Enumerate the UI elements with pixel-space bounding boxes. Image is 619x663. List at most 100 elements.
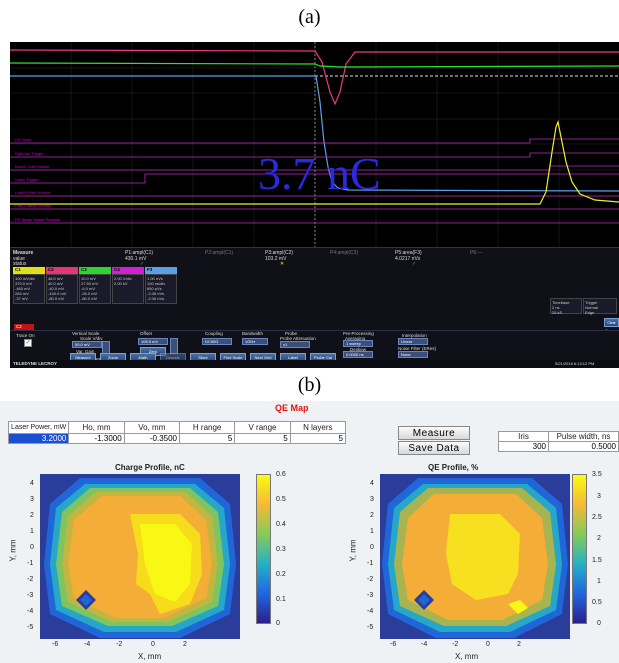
y-tick: 1 [370, 528, 374, 535]
y-tick: -5 [367, 624, 374, 631]
y-tick: -5 [27, 624, 34, 631]
charge-colorbar [256, 474, 271, 624]
y-tick: -1 [27, 560, 34, 567]
colorbar-tick: 0.4 [276, 521, 286, 528]
measure-row-label: value [13, 256, 25, 262]
y-tick: 0 [370, 544, 374, 551]
trace-label: Fast Charge Monitor [15, 203, 52, 208]
h-range-cell[interactable]: 5 [178, 433, 236, 444]
colorbar-tick: 0.2 [276, 571, 286, 578]
trace-on-label: Trace On [16, 333, 35, 338]
pulse-width-cell[interactable]: 0.5000 [548, 441, 619, 452]
param-header: Vo, mm [123, 421, 181, 434]
colorbar-tick: 2 [597, 535, 601, 542]
interpolation-label: Interpolation [402, 333, 427, 338]
x-tick: 0 [486, 641, 490, 648]
averaging-select[interactable]: 1 sweep [343, 340, 373, 347]
noise-filter-label: Noise Filter (ERes) [398, 346, 437, 351]
x-tick: -6 [52, 641, 59, 648]
trace-c3 [10, 62, 619, 68]
clear-sweeps-button[interactable]: Clear Sweeps [604, 318, 619, 333]
y-tick: -1 [367, 560, 374, 567]
scale-input[interactable]: 50.0 mV [72, 341, 102, 348]
measure-param-value: 103.2 mV [265, 256, 287, 262]
colorbar-tick: 0.5 [276, 496, 286, 503]
trigger-readout[interactable]: Trigger Normal Edge [583, 298, 617, 315]
measure-param-label[interactable]: P2:ampl(C1) [205, 250, 234, 256]
tab-c2[interactable]: C2 [14, 324, 34, 331]
colorbar-tick: 0.5 [592, 599, 602, 606]
iris-header: Iris [498, 431, 549, 442]
v-range-cell[interactable]: 5 [234, 433, 291, 444]
colorbar-tick: 1.5 [592, 557, 602, 564]
pulse-width-header: Pulse width, ns [548, 431, 619, 442]
trace-label: Laser Pulse Monitor [15, 190, 51, 195]
colorbar-tick: 0.1 [276, 596, 286, 603]
scale-vdiv-label: Scale V/div [80, 336, 103, 341]
measure-param-label[interactable]: P1:ampl(C1) [125, 250, 154, 256]
param-header: Ho, mm [68, 421, 125, 434]
bandwidth-select[interactable]: 1GHz [242, 338, 268, 345]
probe-atten-select[interactable]: x1 [280, 341, 310, 348]
x-tick: -4 [421, 641, 428, 648]
channel-readout-c2: 48.0 mV 40.0 mV -40.0 mV -140.0 mV -80.0 mV [46, 274, 78, 304]
trace-label: Cathode Trigger [15, 151, 44, 156]
trace-on-checkbox[interactable]: ✓ [24, 339, 32, 347]
param-header: V range [234, 421, 291, 434]
measure-button[interactable]: Measure [398, 426, 470, 440]
trace-label: Bunch Gate Marker [15, 164, 50, 169]
qe-map-window: QE Map Laser Power, mW Ho, mm Vo, mm H r… [0, 401, 619, 663]
channel-chip-c4[interactable]: C4 [112, 267, 144, 274]
interpolation-select[interactable]: Linear [398, 338, 428, 345]
figure-label-a: (a) [298, 6, 321, 28]
channel-chip-c1[interactable]: C1 [13, 267, 45, 274]
measure-param-label[interactable]: P6:--- [470, 250, 483, 256]
measure-param-label[interactable]: P5:area(F3) [395, 250, 422, 256]
brand-logo: TELEDYNE LECROY [13, 361, 58, 366]
timebase-readout[interactable]: Timebase 2 ns 25 kS [550, 298, 582, 315]
iris-cell[interactable]: 300 [498, 441, 549, 452]
offset-input[interactable]: 108.5 mV [138, 338, 168, 345]
charge-profile-plot [40, 474, 240, 639]
coupling-select[interactable]: DC50Ω [202, 338, 232, 345]
measure-param-label[interactable]: P3:ampl(C2) [265, 250, 294, 256]
channel-chip-c3[interactable]: C3 [79, 267, 111, 274]
charge-annotation: 3.7 nC [258, 148, 381, 199]
y-tick: 4 [30, 480, 34, 487]
deskew-label: Deskew [350, 347, 367, 352]
action-buttons-row: Measure Zoom Math Decode Store Find Scal… [70, 353, 350, 362]
param-header: H range [178, 421, 236, 434]
y-tick: 3 [370, 496, 374, 503]
n-layers-cell[interactable]: 5 [289, 433, 347, 444]
bandwidth-label: Bandwidth [242, 331, 264, 336]
colorbar-tick: 2.5 [592, 514, 602, 521]
ho-cell[interactable]: -1.3000 [68, 433, 125, 444]
y-tick: -2 [367, 576, 374, 583]
save-data-button[interactable]: Save Data [398, 441, 470, 455]
colorbar-tick: 0.6 [276, 471, 286, 478]
channel-chip-f3[interactable]: F3 [145, 267, 177, 274]
colorbar-tick: 0 [597, 620, 601, 627]
trace-label: FC Beam Signal Readout [15, 217, 61, 222]
x-tick: -6 [390, 641, 397, 648]
channel-chip-c2[interactable]: C2 [46, 267, 78, 274]
measure-param-value: 430.1 mV [125, 256, 147, 262]
offset-stepper[interactable] [170, 338, 178, 354]
colorbar-tick: 3.5 [592, 471, 602, 478]
colorbar-tick: 0.3 [276, 546, 286, 553]
x-tick: -2 [116, 641, 123, 648]
laser-power-cell[interactable]: 3.2000 [7, 433, 70, 444]
deskew-input[interactable]: 0.0000 ns [343, 351, 373, 358]
trace-label: Ch Slope [15, 137, 32, 142]
noise-filter-select[interactable]: None [398, 351, 428, 358]
qe-profile-plot [380, 474, 570, 639]
vo-cell[interactable]: -0.3500 [123, 433, 181, 444]
preprocessing-label: Pre-Processing [343, 331, 374, 336]
y-tick: -2 [27, 576, 34, 583]
scope-footer: TELEDYNE LECROY 5/21/2018 6:13:12 PM [10, 360, 619, 368]
qe-map-title: QE Map [275, 403, 309, 413]
measure-param-label[interactable]: P4:ampl(C3) [330, 250, 359, 256]
channel-readout-c3: 10.0 mV 27.50 mV -6.0 mV -26.0 mV -80.0 mV [79, 274, 111, 304]
var-gain-label: Var. Gain [76, 349, 95, 354]
vertical-scale-label: Vertical Scale [72, 331, 100, 336]
